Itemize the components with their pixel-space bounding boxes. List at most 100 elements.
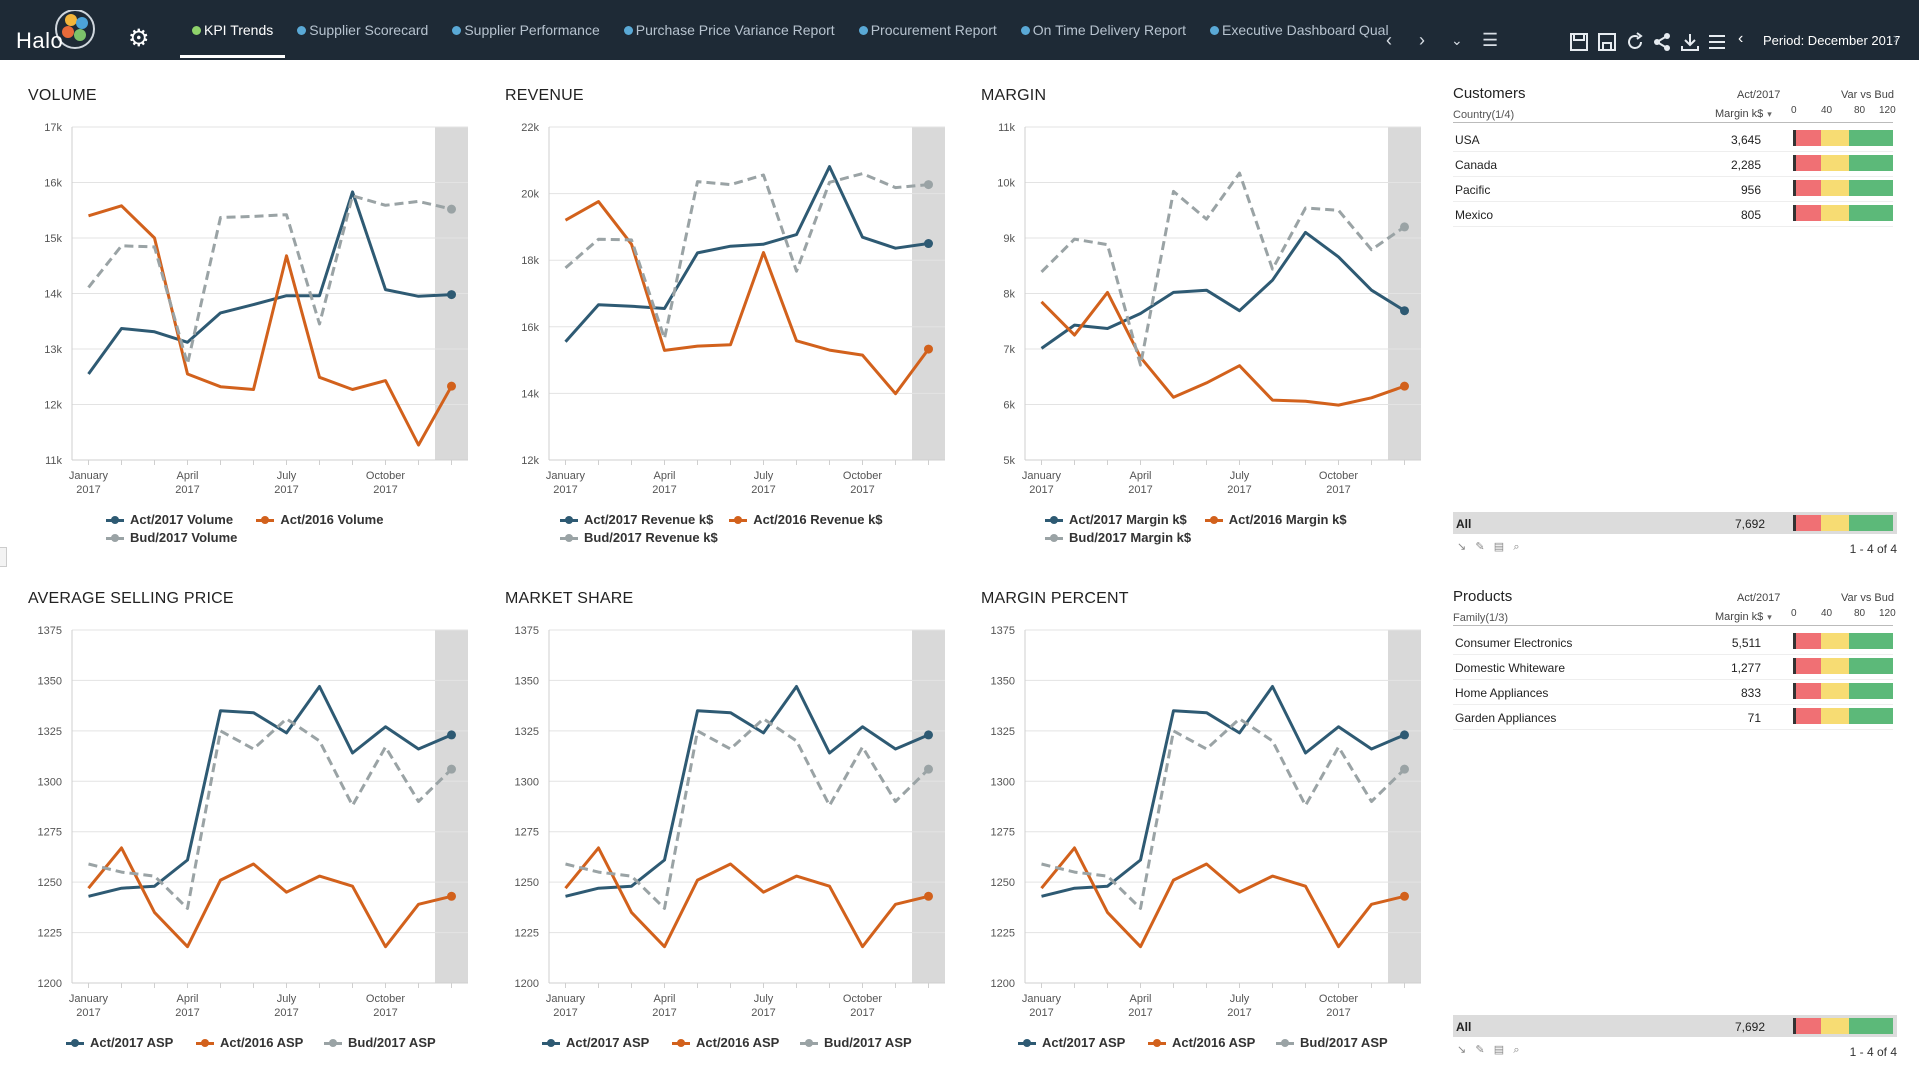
halo-logo[interactable]: Halo <box>16 10 102 54</box>
x-tick-label-year: 2017 <box>175 484 199 496</box>
products-act-column-header: Act/2017 <box>1737 592 1781 604</box>
y-tick-label: 1200 <box>515 978 539 990</box>
x-tick-label-year: 2017 <box>1128 484 1152 496</box>
tab-on-time-delivery-report[interactable]: On Time Delivery Report <box>1009 0 1198 60</box>
tab-kpi-trends[interactable]: KPI Trends <box>180 0 286 60</box>
legend-item[interactable]: Act/2016 ASP <box>672 1035 779 1050</box>
revenue-chart-title: REVENUE <box>505 87 584 104</box>
legend-item[interactable]: Bud/2017 Revenue k$ <box>560 530 718 545</box>
legend-item[interactable]: Act/2017 ASP <box>542 1035 649 1050</box>
legend-item[interactable]: Act/2016 Margin k$ <box>1204 512 1347 527</box>
y-tick-label: 8k <box>1003 289 1015 301</box>
x-tick-label-year: 2017 <box>1029 1007 1053 1019</box>
y-tick-label: 1375 <box>515 625 539 637</box>
x-tick-label-year: 2017 <box>1326 484 1350 496</box>
products-dimension-selector[interactable]: Family(1/3) <box>1453 612 1509 624</box>
expand-icon[interactable]: ↘ <box>1457 1044 1467 1056</box>
legend-item[interactable]: Act/2017 Revenue k$ <box>560 512 713 527</box>
current-period-band <box>435 630 468 983</box>
search-icon[interactable]: ⌕ <box>1513 541 1520 553</box>
refresh-icon[interactable] <box>1624 31 1646 53</box>
customers-measure-selector[interactable]: Margin k$ ▾ <box>1715 108 1772 120</box>
search-icon[interactable]: ⌕ <box>1513 1044 1520 1056</box>
save-as-icon[interactable] <box>1596 31 1618 53</box>
table-row[interactable]: Consumer Electronics 5,511 <box>1453 629 1893 655</box>
revenue-chart: 12k 14k 16k 18k 20k 22k January 2017 April 2017 Ju… <box>521 122 945 496</box>
gear-icon[interactable]: ⚙ <box>128 25 150 52</box>
tab-executive-dashboard-qual[interactable]: Executive Dashboard Qual <box>1198 0 1401 60</box>
series-end-point <box>924 239 933 249</box>
bullet-chart <box>1793 155 1893 171</box>
tab-supplier-scorecard[interactable]: Supplier Scorecard <box>285 0 440 60</box>
table-row[interactable]: Garden Appliances 71 <box>1453 704 1893 730</box>
legend-item[interactable]: Act/2016 Revenue k$ <box>729 512 883 527</box>
customers-act-column-header: Act/2017 <box>1737 89 1781 101</box>
scale-tick: 120 <box>1879 608 1896 619</box>
table-icon[interactable]: ▤ <box>1493 1044 1505 1056</box>
tabs-dropdown-chevron-icon[interactable]: ⌄ <box>1451 32 1463 48</box>
table-row[interactable]: Canada 2,285 <box>1453 151 1893 177</box>
table-tools: ↘ ✎ ▤ ⌕ <box>1457 540 1520 554</box>
y-tick-label: 6k <box>1003 400 1015 412</box>
table-row[interactable]: USA 3,645 <box>1453 126 1893 152</box>
tab-supplier-performance[interactable]: Supplier Performance <box>440 0 611 60</box>
legend-item[interactable]: Act/2017 ASP <box>1018 1035 1125 1050</box>
x-tick-label: July <box>754 993 774 1005</box>
legend-item[interactable]: Act/2017 Volume <box>106 512 233 527</box>
legend-item[interactable]: Act/2016 ASP <box>1148 1035 1255 1050</box>
y-tick-label: 22k <box>521 122 539 134</box>
legend-item[interactable]: Act/2016 ASP <box>196 1035 303 1050</box>
total-row[interactable]: All 7,692 <box>1453 512 1897 534</box>
y-tick-label: 1200 <box>38 978 62 990</box>
legend-item[interactable]: Bud/2017 Margin k$ <box>1045 530 1191 545</box>
period-selector[interactable]: Period: December 2017 <box>1763 33 1901 48</box>
customers-dimension-selector[interactable]: Country(1/4) <box>1453 109 1515 121</box>
legend-item[interactable]: Bud/2017 ASP <box>800 1035 912 1050</box>
legend-item[interactable]: Act/2017 ASP <box>66 1035 173 1050</box>
row-value: 5,511 <box>1731 636 1761 650</box>
legend-item[interactable]: Act/2016 Volume <box>256 512 383 527</box>
x-tick-label: January <box>546 993 586 1005</box>
list-icon[interactable] <box>1706 31 1728 53</box>
period-prev-icon[interactable]: ‹ <box>1738 30 1744 47</box>
legend-swatch <box>1204 516 1223 525</box>
table-row[interactable]: Domestic Whiteware 1,277 <box>1453 654 1893 680</box>
tabs-prev-icon[interactable]: ‹ <box>1386 30 1392 50</box>
share-icon[interactable] <box>1651 31 1673 53</box>
halo-logo-mark <box>55 10 95 49</box>
customers-scale: 0 40 80 120 <box>1791 105 1897 117</box>
tab-status-dot-icon <box>192 25 201 35</box>
download-icon[interactable] <box>1679 31 1701 53</box>
period-next-icon[interactable]: › <box>1893 30 1899 47</box>
legend-item[interactable]: Bud/2017 Volume <box>106 530 237 545</box>
average-selling-price-chart-legend: Act/2017 ASP Act/2016 ASP Bud/2017 ASP <box>66 1035 466 1055</box>
series-end-point <box>1400 381 1409 391</box>
legend-swatch <box>256 516 275 525</box>
row-value: 3,645 <box>1730 133 1761 147</box>
products-measure-selector[interactable]: Margin k$ ▾ <box>1715 611 1772 623</box>
legend-item[interactable]: Act/2017 Margin k$ <box>1045 512 1187 527</box>
total-row[interactable]: All 7,692 <box>1453 1015 1897 1037</box>
series-line <box>564 846 929 949</box>
edit-icon[interactable]: ✎ <box>1475 1044 1485 1056</box>
x-tick-label: July <box>1230 993 1250 1005</box>
tab-purchase-price-variance-report[interactable]: Purchase Price Variance Report <box>612 0 847 60</box>
tab-status-dot-icon <box>452 25 462 35</box>
y-tick-label: 20k <box>521 189 539 201</box>
x-tick-label-year: 2017 <box>850 1007 874 1019</box>
expand-icon[interactable]: ↘ <box>1457 541 1467 553</box>
tab-procurement-report[interactable]: Procurement Report <box>847 0 1009 60</box>
table-row[interactable]: Pacific 956 <box>1453 176 1893 202</box>
legend-label: Bud/2017 ASP <box>1300 1035 1388 1050</box>
table-icon[interactable]: ▤ <box>1493 541 1505 553</box>
legend-item[interactable]: Bud/2017 ASP <box>1276 1035 1388 1050</box>
table-row[interactable]: Home Appliances 833 <box>1453 679 1893 705</box>
legend-item[interactable]: Bud/2017 ASP <box>324 1035 436 1050</box>
tabs-menu-icon[interactable]: ☰ <box>1482 30 1499 50</box>
save-icon[interactable] <box>1568 31 1590 53</box>
edit-icon[interactable]: ✎ <box>1475 541 1485 553</box>
side-panel-toggle-handle[interactable] <box>0 547 7 567</box>
table-row[interactable]: Mexico 805 <box>1453 201 1893 227</box>
y-tick-label: 16k <box>44 178 62 190</box>
tabs-next-icon[interactable]: › <box>1419 30 1425 50</box>
